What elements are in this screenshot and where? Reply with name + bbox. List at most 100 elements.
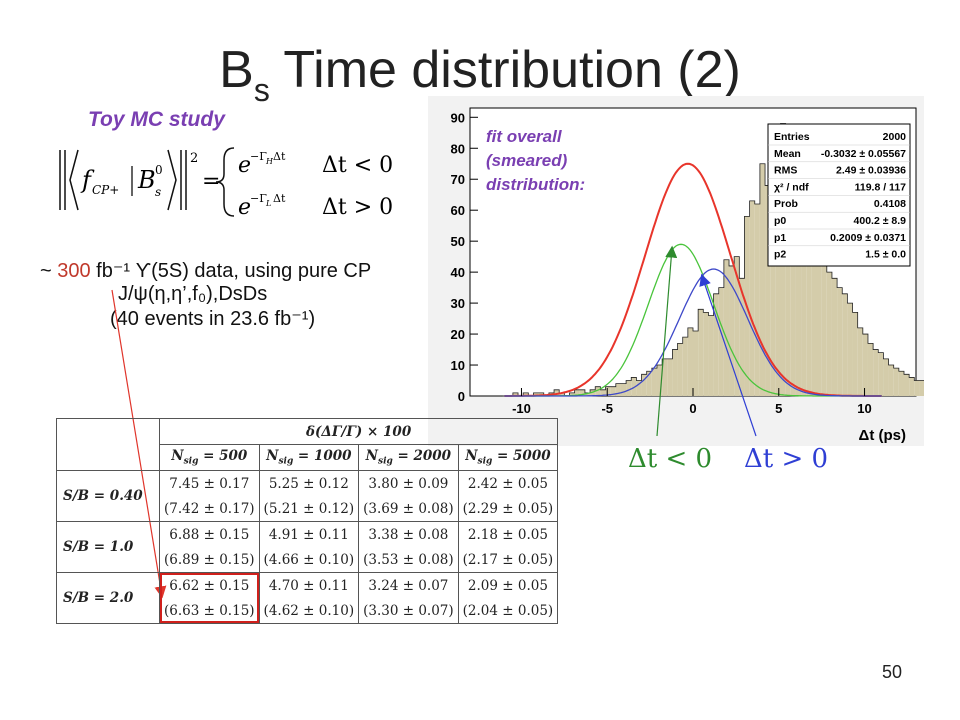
histogram-bar	[693, 330, 699, 396]
col-header: Nsig = 5000	[457, 444, 559, 471]
table-cell: 3.24 ± 0.07	[358, 572, 459, 598]
stat-name: χ² / ndf	[774, 181, 809, 193]
y-tick-label: 80	[451, 141, 465, 156]
stats-box: Entries 2000 Mean -0.3032 ± 0.05567 RMS 2.49 …	[767, 123, 911, 267]
case1-expr: e	[238, 153, 251, 178]
events-count: (40 events in 23.6 fb⁻¹)	[110, 308, 316, 330]
histogram-bar	[873, 349, 879, 396]
stat-name: p0	[774, 215, 786, 227]
case2-cond: Δt > 0	[322, 195, 393, 220]
formula-b-sub: s	[155, 185, 161, 199]
x-tick-label: -10	[512, 401, 531, 416]
formula-power: 2	[190, 151, 198, 166]
y-tick-label: 70	[451, 172, 465, 187]
amplitude-formula: f CP+ B 0 s 2 = e −Γ H Δt Δt < 0 e −Γ L …	[59, 147, 393, 220]
table-span-header: δ(ΔΓ/Γ) × 100	[158, 418, 559, 445]
x-tick-label: -5	[601, 401, 613, 416]
table-row: S/B = 0.40 7.45 ± 0.17 5.25 ± 0.12 3.80 ± 0…	[56, 470, 559, 522]
total-fit-curve	[504, 162, 882, 397]
table-cell: 3.80 ± 0.09	[358, 470, 459, 496]
table-cell: (6.63 ± 0.15)	[159, 598, 260, 624]
page-number: 50	[882, 662, 903, 682]
table-cell: 3.38 ± 0.08	[358, 521, 459, 547]
histogram-bar	[595, 386, 601, 396]
histogram-bar	[847, 303, 853, 396]
formula-equals: =	[202, 169, 220, 194]
table-cell: (7.42 ± 0.17)	[159, 496, 260, 522]
table-cell: (2.04 ± 0.05)	[457, 598, 559, 624]
case2-exp: −Γ	[250, 192, 267, 205]
histogram-bar	[795, 194, 802, 396]
histogram-bar	[718, 287, 724, 396]
table-cell: 2.18 ± 0.05	[457, 521, 559, 547]
table-cell: (6.89 ± 0.15)	[159, 547, 260, 573]
histogram-bar	[584, 392, 591, 396]
histogram-bar	[620, 383, 627, 396]
table-cell: (5.21 ± 0.12)	[258, 496, 360, 522]
stat-value: 1.5 ± 0.0	[865, 249, 906, 261]
table-row: (6.63 ± 0.15) (4.62 ± 0.10) (3.30 ± 0.07)(…	[57, 598, 559, 624]
histogram-bar	[826, 272, 832, 396]
histogram-bar	[651, 368, 657, 396]
cp-modes: J/ψ(η,η’,f₀),DsDs	[118, 283, 268, 305]
y-tick-label: 50	[451, 234, 465, 249]
y-axis-ticks: 0 10 20 30 40 50 60 70 80 90	[451, 110, 478, 404]
histogram-bar	[600, 389, 606, 396]
data-sample-info: ~ 300 fb⁻¹ ϒ(5S) data, using pure CP J/ψ…	[40, 258, 440, 331]
table-cell: (4.62 ± 0.10)	[258, 598, 360, 624]
histogram-bar	[672, 349, 678, 396]
y-tick-label: 40	[451, 265, 465, 280]
row-label: S/B = 0.40	[56, 470, 160, 522]
col-header: Nsig = 500	[159, 444, 260, 471]
histogram-bar	[831, 278, 838, 396]
stat-value: 0.4108	[874, 198, 906, 210]
histogram-bar	[662, 358, 668, 396]
histogram-bar	[749, 200, 755, 396]
histogram-bar	[893, 368, 899, 396]
histogram-bar	[569, 392, 575, 396]
histogram-bar	[801, 197, 807, 396]
case2-exp-sub: L	[265, 199, 271, 208]
table-cell: 2.42 ± 0.05	[457, 470, 559, 496]
table-cell: 5.25 ± 0.12	[258, 470, 360, 496]
histogram-bar	[785, 154, 791, 396]
histogram-bar	[590, 389, 596, 396]
y-tick-label: 10	[451, 358, 465, 373]
case1-exp-tail: Δt	[273, 150, 286, 163]
table-cell: (4.66 ± 0.10)	[258, 547, 360, 573]
pos-dt-curve	[504, 268, 882, 397]
stat-name: Entries	[774, 131, 810, 143]
histogram-bar	[512, 392, 519, 396]
table-corner-2	[56, 444, 160, 471]
histogram-bar	[790, 204, 796, 396]
table-cell: (3.53 ± 0.08)	[358, 547, 459, 573]
stat-value: 2000	[883, 131, 907, 143]
table-cell: (3.30 ± 0.07)	[358, 598, 459, 624]
histogram-bar	[610, 386, 616, 396]
histogram-bar	[656, 365, 663, 396]
stat-value: 2.49 ± 0.03936	[836, 165, 906, 177]
histogram-bar	[883, 358, 889, 396]
dt-positive-label: Δt > 0	[744, 444, 829, 474]
x-axis-ticks: -10 -5 0 5 10	[512, 388, 872, 416]
toy-mc-label: Toy MC study	[88, 108, 225, 131]
histogram-bar	[523, 392, 529, 396]
overlay-label: fit overall (smeared) distribution:	[486, 127, 585, 194]
svg-text:(smeared): (smeared)	[486, 151, 568, 170]
histogram-bar	[816, 234, 822, 396]
histogram-bar	[837, 287, 843, 396]
formula-b: B	[137, 166, 156, 194]
time-distribution-histogram: 0 10 20 30 40 50 60 70 80 90 -10 -5 0 5 10 Δt (ps) fi…	[428, 96, 924, 446]
stat-name: Mean	[774, 148, 801, 160]
table-cell: 4.91 ± 0.11	[258, 521, 360, 547]
histogram-bar	[770, 142, 776, 396]
histogram-bar	[888, 365, 894, 396]
histogram-bar	[667, 358, 673, 396]
histogram-bar	[703, 312, 709, 396]
formula-b-sup: 0	[155, 163, 163, 177]
histogram-outline	[502, 123, 924, 397]
x-tick-label: 0	[689, 401, 696, 416]
x-axis-label: Δt (ps)	[859, 427, 906, 444]
histogram-bar	[852, 312, 858, 396]
stat-value: 119.8 / 117	[855, 181, 907, 193]
